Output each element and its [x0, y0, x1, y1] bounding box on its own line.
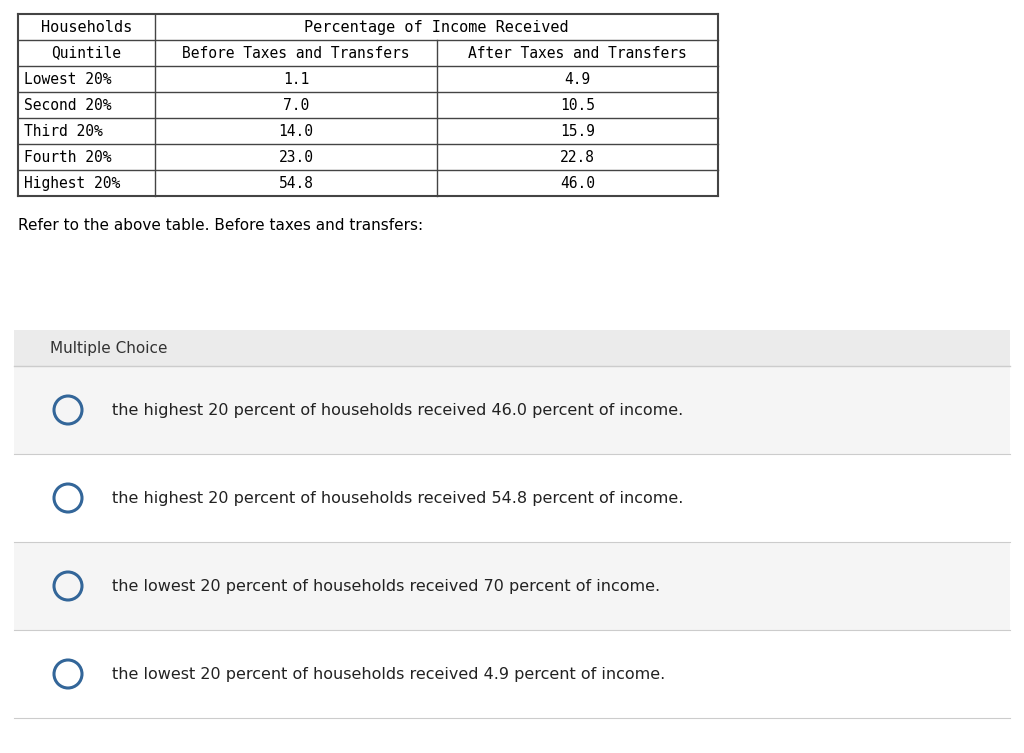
Text: 1.1: 1.1	[283, 72, 309, 87]
Text: the lowest 20 percent of households received 4.9 percent of income.: the lowest 20 percent of households rece…	[112, 666, 666, 681]
Text: Third 20%: Third 20%	[24, 123, 102, 139]
Text: 46.0: 46.0	[560, 175, 595, 191]
Text: Second 20%: Second 20%	[24, 97, 112, 112]
Text: Percentage of Income Received: Percentage of Income Received	[304, 20, 568, 35]
FancyBboxPatch shape	[14, 542, 1010, 630]
Text: Fourth 20%: Fourth 20%	[24, 150, 112, 164]
Text: After Taxes and Transfers: After Taxes and Transfers	[468, 45, 687, 60]
Text: Households: Households	[41, 20, 132, 35]
Text: 15.9: 15.9	[560, 123, 595, 139]
Text: 14.0: 14.0	[279, 123, 313, 139]
Text: the lowest 20 percent of households received 70 percent of income.: the lowest 20 percent of households rece…	[112, 578, 660, 593]
Text: Lowest 20%: Lowest 20%	[24, 72, 112, 87]
Text: 23.0: 23.0	[279, 150, 313, 164]
Text: the highest 20 percent of households received 46.0 percent of income.: the highest 20 percent of households rec…	[112, 403, 683, 417]
FancyBboxPatch shape	[14, 454, 1010, 542]
Text: 22.8: 22.8	[560, 150, 595, 164]
Text: Highest 20%: Highest 20%	[24, 175, 120, 191]
FancyBboxPatch shape	[14, 366, 1010, 454]
Text: 4.9: 4.9	[564, 72, 591, 87]
FancyBboxPatch shape	[14, 630, 1010, 718]
Text: Refer to the above table. Before taxes and transfers:: Refer to the above table. Before taxes a…	[18, 218, 423, 233]
Text: 54.8: 54.8	[279, 175, 313, 191]
Text: the highest 20 percent of households received 54.8 percent of income.: the highest 20 percent of households rec…	[112, 490, 683, 505]
Text: Before Taxes and Transfers: Before Taxes and Transfers	[182, 45, 410, 60]
Text: 7.0: 7.0	[283, 97, 309, 112]
Text: 10.5: 10.5	[560, 97, 595, 112]
FancyBboxPatch shape	[14, 330, 1010, 366]
Text: Multiple Choice: Multiple Choice	[50, 340, 168, 355]
Text: Quintile: Quintile	[51, 45, 122, 60]
